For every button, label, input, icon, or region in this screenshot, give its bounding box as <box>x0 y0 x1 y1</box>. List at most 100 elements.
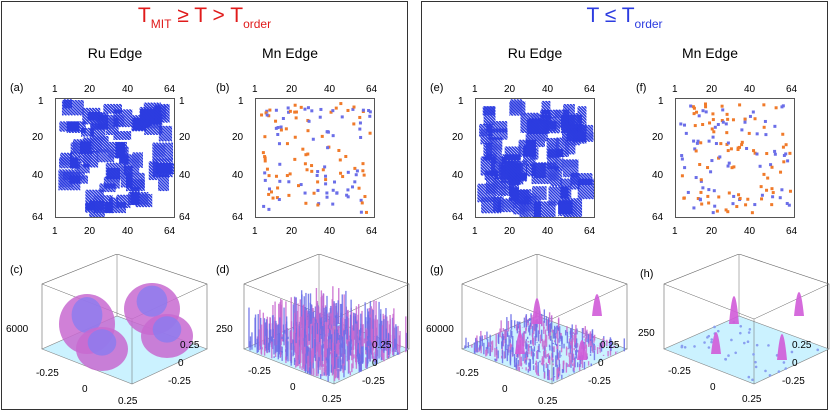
tick: 40 <box>122 84 134 95</box>
ru-edge-pattern-e <box>475 98 595 218</box>
tick: 1 <box>238 96 244 107</box>
tick: 20 <box>84 84 96 95</box>
tick: 1 <box>52 84 58 95</box>
tick: 0.25 <box>792 340 812 351</box>
tick: -0.25 <box>36 368 59 379</box>
tick: 20 <box>179 132 191 143</box>
tick: 20 <box>706 84 718 95</box>
tick: 40 <box>744 226 756 237</box>
zlabel-d: 250 <box>216 324 233 335</box>
tick: -0.25 <box>248 366 271 377</box>
ru-edge-heading: Ru Edge <box>87 45 143 61</box>
tick: 1 <box>252 226 258 237</box>
tick: 20 <box>232 132 244 143</box>
tick: -0.25 <box>782 376 805 387</box>
tick: 1 <box>458 96 464 107</box>
tick: 0.25 <box>742 394 762 405</box>
tick: 40 <box>122 226 134 237</box>
panel-label-c: (c) <box>10 264 23 276</box>
tick: 64 <box>232 212 244 223</box>
tick: 0.25 <box>600 340 620 351</box>
tick: 20 <box>286 226 298 237</box>
tick: 0.25 <box>538 396 558 407</box>
tick: 20 <box>706 226 718 237</box>
tick: 0 <box>792 358 798 369</box>
tick: 64 <box>179 212 191 223</box>
tick: 1 <box>38 96 44 107</box>
tick: 40 <box>179 170 191 181</box>
tick: 64 <box>652 212 664 223</box>
tick: 64 <box>164 226 176 237</box>
tick: 64 <box>786 84 798 95</box>
panel-label-f: (f) <box>636 82 647 94</box>
tick: 40 <box>324 226 336 237</box>
zlabel-g: 60000 <box>426 324 454 335</box>
tick: 64 <box>786 226 798 237</box>
tick: -0.25 <box>362 376 385 387</box>
tick: 0 <box>372 358 378 369</box>
tick: 0 <box>598 358 604 369</box>
tick: -0.25 <box>168 376 191 387</box>
tick: 0 <box>178 358 184 369</box>
right-panel: T ≤ Torder Ru Edge Mn Edge (e) 1 20 40 6… <box>421 1 830 410</box>
mn-edge-pattern-b <box>255 98 375 218</box>
tick: 40 <box>652 170 664 181</box>
surface-plot-g <box>452 254 632 404</box>
tick: -0.25 <box>456 368 479 379</box>
surface-plot-d <box>234 254 414 404</box>
tick: 20 <box>452 132 464 143</box>
left-title: TMIT ≥ T > Torder <box>137 4 272 31</box>
tick: 1 <box>658 96 664 107</box>
tick: 1 <box>672 84 678 95</box>
tick: 20 <box>652 132 664 143</box>
tick: 64 <box>584 226 596 237</box>
mn-edge-heading: Mn Edge <box>681 45 739 61</box>
tick: 64 <box>366 84 378 95</box>
tick: 40 <box>542 226 554 237</box>
tick: 20 <box>32 132 44 143</box>
tick: -0.25 <box>588 376 611 387</box>
left-panel: TMIT ≥ T > Torder Ru Edge Mn Edge (a) 1 … <box>1 1 410 410</box>
panel-label-g: (g) <box>430 264 444 276</box>
tick: -0.25 <box>668 366 691 377</box>
tick: 64 <box>32 212 44 223</box>
panel-label-d: (d) <box>216 264 230 276</box>
tick: 1 <box>52 226 58 237</box>
tick: 64 <box>164 84 176 95</box>
ru-edge-pattern-a <box>55 98 175 218</box>
panel-label-a: (a) <box>10 82 24 94</box>
panel-label-h: (h) <box>640 268 654 280</box>
tick: 0.25 <box>372 340 392 351</box>
tick: 1 <box>472 226 478 237</box>
zlabel-c: 6000 <box>6 324 29 335</box>
tick: 20 <box>504 226 516 237</box>
tick: 0.25 <box>180 340 200 351</box>
tick: 64 <box>584 84 596 95</box>
zlabel-h: 250 <box>638 328 655 339</box>
tick: 40 <box>232 170 244 181</box>
surface-plot-h <box>654 254 830 404</box>
tick: 40 <box>32 170 44 181</box>
right-title: T ≤ Torder <box>586 4 663 31</box>
ru-edge-heading: Ru Edge <box>507 45 563 61</box>
tick: 20 <box>286 84 298 95</box>
tick: 0.25 <box>322 394 342 405</box>
tick: 64 <box>366 226 378 237</box>
tick: 64 <box>452 212 464 223</box>
tick: 0 <box>502 384 508 395</box>
tick: 40 <box>324 84 336 95</box>
tick: 0 <box>290 382 296 393</box>
tick: 1 <box>672 226 678 237</box>
tick: 40 <box>542 84 554 95</box>
tick: 0 <box>82 384 88 395</box>
tick: 1 <box>472 84 478 95</box>
tick: 20 <box>84 226 96 237</box>
panel-label-e: (e) <box>430 82 444 94</box>
mn-edge-heading: Mn Edge <box>261 45 319 61</box>
tick: 1 <box>252 84 258 95</box>
tick: 40 <box>452 170 464 181</box>
tick: 0 <box>710 382 716 393</box>
panel-label-b: (b) <box>216 82 230 94</box>
surface-plot-c <box>32 254 212 404</box>
tick: 20 <box>504 84 516 95</box>
